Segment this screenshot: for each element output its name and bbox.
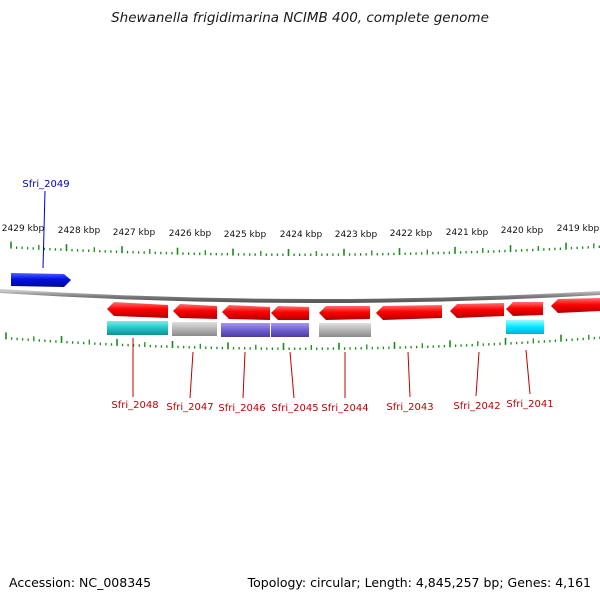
feature-block — [172, 322, 217, 336]
gene-sfri-2042[interactable]: Sfri_2042 — [450, 303, 504, 412]
scale-label: 2420 kbp — [501, 226, 544, 236]
scale-label: 2419 kbp — [557, 224, 600, 234]
accession-text: Accession: NC_008345 — [9, 575, 151, 590]
gene-label: Sfri_2046 — [218, 403, 265, 414]
scale-label: 2423 kbp — [335, 230, 378, 240]
gene-sfri-2049[interactable]: Sfri_2049 — [11, 179, 71, 287]
label-leader — [525, 349, 531, 395]
feature-block — [271, 323, 309, 337]
gene-label: Sfri_2048 — [111, 400, 158, 411]
gene-sfri-2041[interactable]: Sfri_2041 — [506, 302, 554, 410]
gene-label: Sfri_2043 — [386, 402, 433, 413]
scale-label: 2428 kbp — [58, 226, 101, 236]
label-leader — [189, 351, 194, 399]
scale-ticks-outer — [10, 241, 600, 256]
scale-label: 2425 kbp — [224, 230, 267, 240]
gene-arrow — [551, 298, 600, 313]
feature-block — [506, 320, 544, 334]
genome-summary-text: Topology: circular; Length: 4,845,257 bp… — [247, 575, 591, 590]
genome-backbone — [0, 289, 600, 304]
gene-arrow — [173, 304, 217, 319]
gene-arrow — [107, 302, 168, 318]
gene-sfri-2044[interactable]: Sfri_2044 — [319, 306, 371, 414]
scale-ticks-inner — [5, 332, 600, 350]
scale-label: 2421 kbp — [446, 228, 489, 238]
scale-label: 2426 kbp — [169, 229, 212, 239]
scale-label: 2424 kbp — [280, 230, 323, 240]
gene-arrow — [222, 305, 270, 320]
label-leader — [289, 351, 295, 399]
scale-labels: 2429 kbp 2428 kbp 2427 kbp 2426 kbp 2425… — [2, 224, 600, 240]
gene-arrow — [11, 273, 71, 287]
gene-partial-right — [551, 298, 600, 313]
gene-sfri-2045[interactable]: Sfri_2045 — [271, 306, 319, 414]
gene-label: Sfri_2044 — [321, 403, 368, 414]
gene-label: Sfri_2042 — [453, 401, 500, 412]
gene-arrow — [450, 303, 504, 318]
feature-block — [221, 323, 270, 337]
gene-arrow — [376, 305, 442, 320]
label-leader — [42, 190, 46, 269]
gene-label: Sfri_2041 — [506, 399, 553, 410]
gene-arrow — [271, 306, 309, 320]
label-leader — [407, 351, 411, 398]
feature-block — [319, 323, 371, 337]
label-leader — [242, 351, 246, 399]
scale-label: 2422 kbp — [390, 229, 433, 239]
gene-sfri-2043[interactable]: Sfri_2043 — [376, 305, 442, 413]
gene-sfri-2047[interactable]: Sfri_2047 — [166, 304, 217, 413]
gene-arrow — [319, 306, 370, 320]
gene-sfri-2046[interactable]: Sfri_2046 — [218, 305, 270, 414]
gene-label: Sfri_2047 — [166, 402, 213, 413]
gene-label: Sfri_2045 — [271, 403, 318, 414]
feature-block — [107, 321, 168, 335]
map-title: Shewanella frigidimarina NCIMB 400, comp… — [111, 10, 489, 26]
gene-sfri-2048[interactable]: Sfri_2048 — [107, 302, 168, 411]
scale-label: 2427 kbp — [113, 228, 156, 238]
gene-arrow — [506, 302, 543, 316]
scale-label: 2429 kbp — [2, 224, 45, 234]
gene-label: Sfri_2049 — [22, 179, 69, 190]
label-leader — [475, 351, 480, 397]
